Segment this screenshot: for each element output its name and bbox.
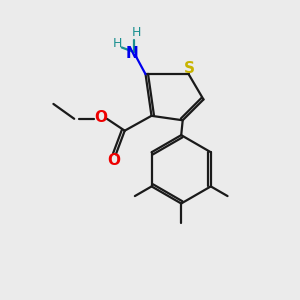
Text: O: O xyxy=(107,154,120,169)
Text: O: O xyxy=(94,110,107,125)
Text: H: H xyxy=(131,26,141,39)
Text: H: H xyxy=(112,37,122,50)
Text: S: S xyxy=(184,61,195,76)
Text: N: N xyxy=(125,46,138,62)
